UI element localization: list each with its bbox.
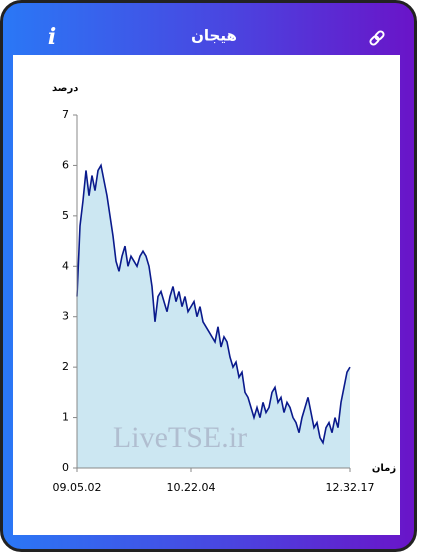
x-tick-label: 10.22.04 <box>167 481 216 494</box>
y-axis-label: درصد <box>52 83 78 94</box>
x-tick-label: 09.05.02 <box>53 481 102 494</box>
y-tick-label: 0 <box>62 461 69 474</box>
y-tick-label: 1 <box>62 411 69 424</box>
y-tick-label: 4 <box>62 259 69 272</box>
watermark: LiveTSE.ir <box>113 421 247 454</box>
y-tick-label: 7 <box>62 108 69 121</box>
info-button[interactable]: i <box>48 24 56 50</box>
x-tick-label: 12.32.17 <box>326 481 375 494</box>
y-tick-label: 2 <box>62 360 69 373</box>
y-tick-label: 6 <box>62 158 69 171</box>
link-button[interactable] <box>369 30 385 46</box>
area-fill <box>77 165 350 468</box>
y-tick-label: 5 <box>62 209 69 222</box>
line <box>76 163 351 446</box>
x-axis-label: زمان <box>372 463 396 474</box>
title: هیجان <box>191 27 237 45</box>
y-tick-label: 3 <box>62 310 69 323</box>
